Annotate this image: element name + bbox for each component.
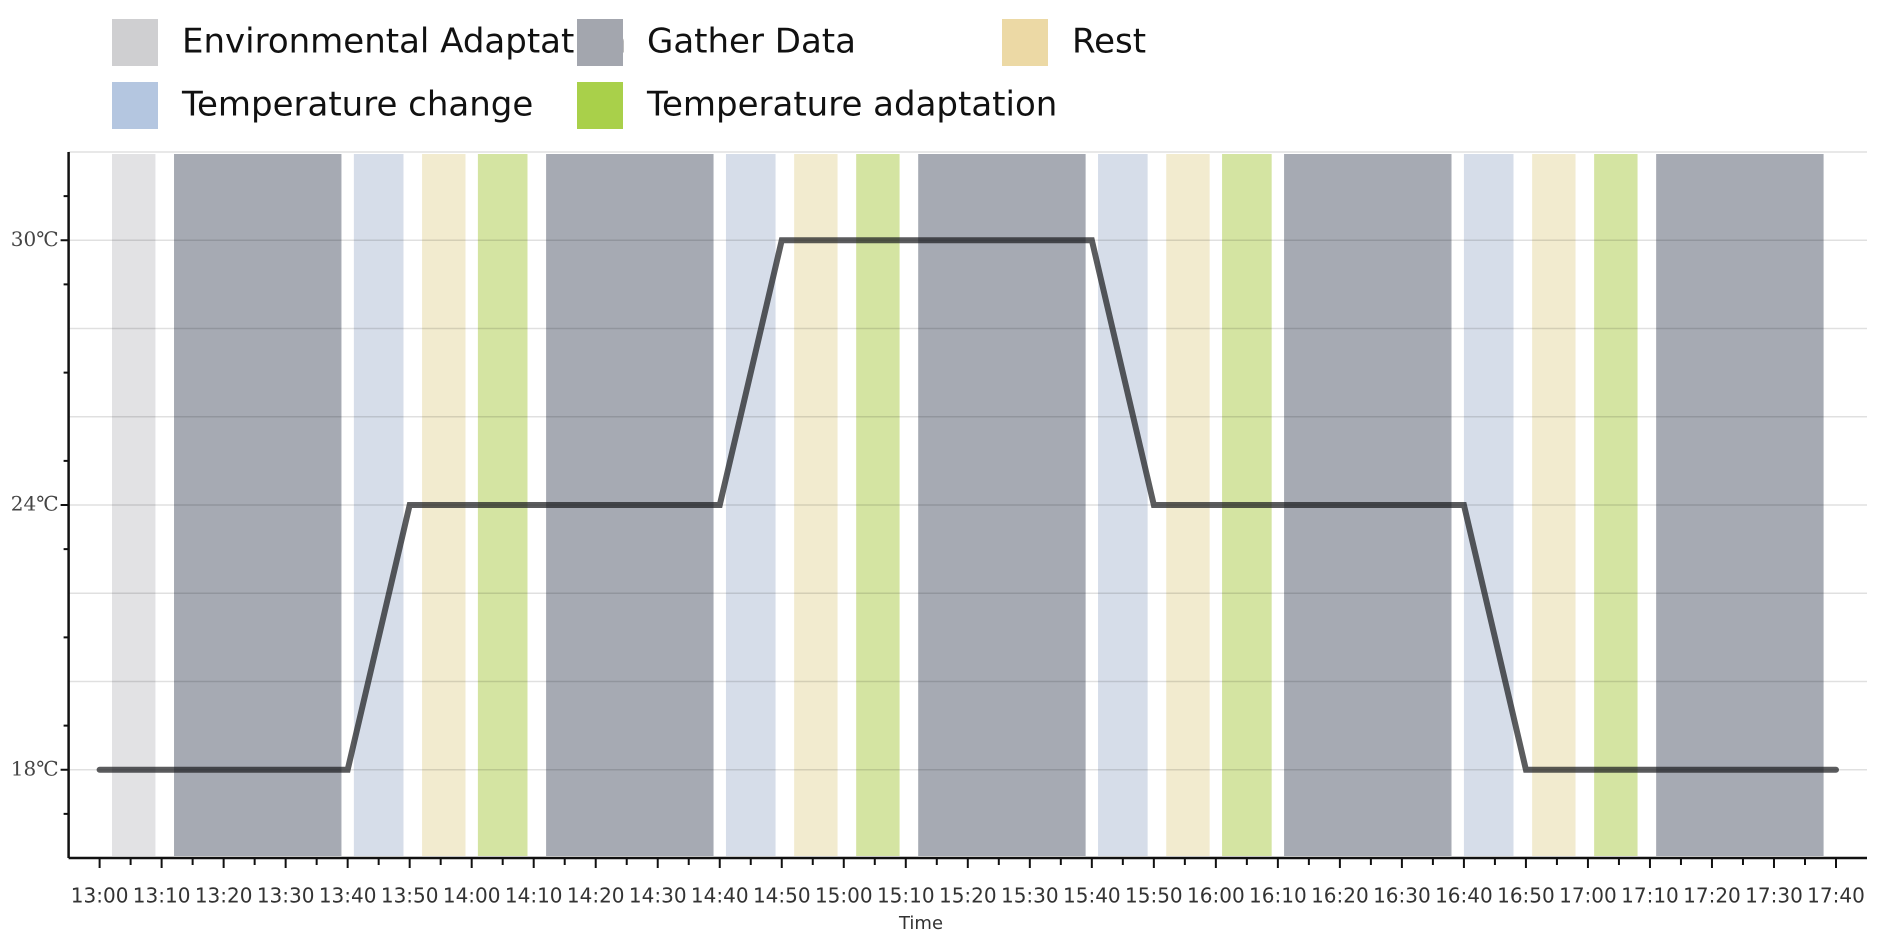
legend-swatch (112, 19, 158, 66)
x-tick-label: 13:50 (381, 884, 439, 908)
x-tick-label: 13:30 (257, 884, 315, 908)
phase-band (1656, 154, 1824, 856)
phase-band (1532, 154, 1576, 856)
legend-label: Rest (1072, 22, 1146, 62)
legend-swatch (1002, 19, 1048, 66)
x-tick-label: 16:30 (1373, 884, 1431, 908)
legend-swatch (112, 82, 158, 129)
phase-band (918, 154, 1086, 856)
x-tick-label: 14:30 (629, 884, 687, 908)
x-tick-label: 16:00 (1187, 884, 1245, 908)
x-tick-label: 17:00 (1559, 884, 1617, 908)
x-tick-label: 16:10 (1249, 884, 1307, 908)
x-tick-label: 13:40 (319, 884, 377, 908)
y-tick-label: 18℃ (11, 756, 59, 780)
x-axis-label: Time (898, 913, 943, 934)
x-tick-label: 14:10 (505, 884, 563, 908)
x-tick-label: 13:00 (71, 884, 129, 908)
axes: 18℃24℃30℃13:00 13:10 13:20 13:30 13:40 13:50 1… (11, 152, 1867, 908)
phase-band (1098, 154, 1148, 856)
y-tick-label: 30℃ (11, 227, 59, 251)
temperature-line (96, 237, 1839, 773)
phase-band (112, 154, 156, 856)
legend-label: Temperature adaptation (646, 85, 1057, 125)
phase-band (1463, 154, 1514, 856)
phase-band (353, 154, 404, 856)
x-tick-label: 16:50 (1497, 884, 1555, 908)
legend-swatch (577, 82, 623, 129)
x-tick-label: 14:20 (567, 884, 625, 908)
x-tick-label: 15:10 (877, 884, 935, 908)
x-tick-label: 15:00 (815, 884, 873, 908)
x-tick-label: 14:40 (691, 884, 749, 908)
legend-label: Temperature change (181, 85, 533, 125)
phase-band (725, 154, 776, 856)
legend-label: Gather Data (647, 22, 856, 62)
phase-band (1594, 154, 1638, 856)
phase-band (856, 154, 900, 856)
phase-band (174, 154, 342, 856)
legend-swatch (577, 19, 623, 66)
x-tick-label: 13:20 (195, 884, 253, 908)
legend-label: Environmental Adaptation (182, 22, 626, 62)
x-tick-label: 15:50 (1125, 884, 1183, 908)
x-tick-label: 17:10 (1621, 884, 1679, 908)
x-tick-label: 17:40 (1807, 884, 1865, 908)
x-tick-label: 14:00 (443, 884, 501, 908)
x-tick-label: 17:20 (1683, 884, 1741, 908)
x-tick-label: 13:10 (133, 884, 191, 908)
x-tick-label: 15:20 (939, 884, 997, 908)
x-tick-label: 15:30 (1001, 884, 1059, 908)
x-tick-label: 17:30 (1745, 884, 1803, 908)
x-tick-label: 15:40 (1063, 884, 1121, 908)
y-tick-label: 24℃ (11, 492, 59, 516)
x-tick-label: 16:40 (1435, 884, 1493, 908)
x-tick-label: 14:50 (753, 884, 811, 908)
x-tick-label: 16:20 (1311, 884, 1369, 908)
phase-band (794, 154, 838, 856)
legend: Environmental Adaptation Gather Data Rest T… (112, 19, 1146, 129)
